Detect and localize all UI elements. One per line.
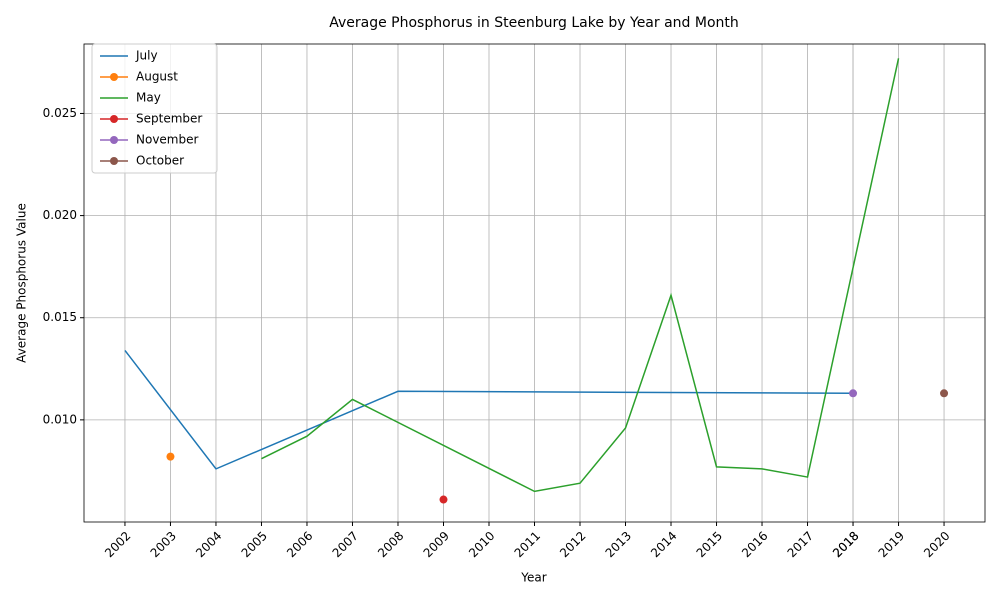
data-point bbox=[940, 389, 949, 398]
x-tick-label: 2019 bbox=[876, 529, 907, 560]
y-axis-label: Average Phosphorus Value bbox=[15, 203, 29, 363]
legend: July August May September November October bbox=[91, 43, 218, 174]
y-tick-label: 0.015 bbox=[43, 310, 77, 324]
x-tick-label: 2020 bbox=[921, 529, 952, 560]
data-point bbox=[849, 389, 858, 398]
legend-label: September bbox=[136, 112, 202, 126]
data-line bbox=[261, 58, 900, 493]
x-tick-label: 2005 bbox=[239, 529, 270, 560]
legend-label: August bbox=[136, 70, 178, 84]
legend-label: July bbox=[135, 49, 158, 63]
x-tick-label: 2014 bbox=[648, 529, 679, 560]
plot-frame bbox=[83, 43, 986, 523]
legend-marker bbox=[110, 136, 118, 144]
x-tick-label: 2004 bbox=[193, 529, 224, 560]
x-tick-label: 2010 bbox=[466, 529, 497, 560]
data-point bbox=[439, 495, 448, 504]
legend-label: November bbox=[136, 133, 198, 147]
data-point bbox=[166, 452, 175, 461]
x-tick-label: 2009 bbox=[421, 529, 452, 560]
x-tick-label: 2011 bbox=[512, 529, 543, 560]
x-tick-label: 2002 bbox=[102, 529, 133, 560]
x-tick-label: 2008 bbox=[375, 529, 406, 560]
x-tick-label: 2016 bbox=[739, 529, 770, 560]
legend-marker bbox=[110, 73, 118, 81]
y-tick-label: 0.025 bbox=[43, 106, 77, 120]
x-tick-label: 2013 bbox=[603, 529, 634, 560]
x-tick-label: 2017 bbox=[785, 529, 816, 560]
x-tick-label: 2012 bbox=[557, 529, 588, 560]
legend-marker bbox=[110, 115, 118, 123]
x-axis-label: Year bbox=[520, 571, 546, 585]
x-tick-label: 2018 bbox=[830, 529, 861, 560]
x-tick-label: 2006 bbox=[284, 529, 315, 560]
x-tick-label: 2003 bbox=[148, 529, 179, 560]
legend-label: May bbox=[136, 91, 161, 105]
y-tick-label: 0.010 bbox=[43, 412, 77, 426]
chart-title: Average Phosphorus in Steenburg Lake by … bbox=[329, 15, 739, 31]
legend-label: October bbox=[136, 154, 184, 168]
x-tick-label: 2015 bbox=[694, 529, 725, 560]
legend-marker bbox=[110, 157, 118, 165]
data-line bbox=[124, 349, 854, 470]
x-tick-label: 2007 bbox=[330, 529, 361, 560]
y-tick-label: 0.020 bbox=[43, 208, 77, 222]
